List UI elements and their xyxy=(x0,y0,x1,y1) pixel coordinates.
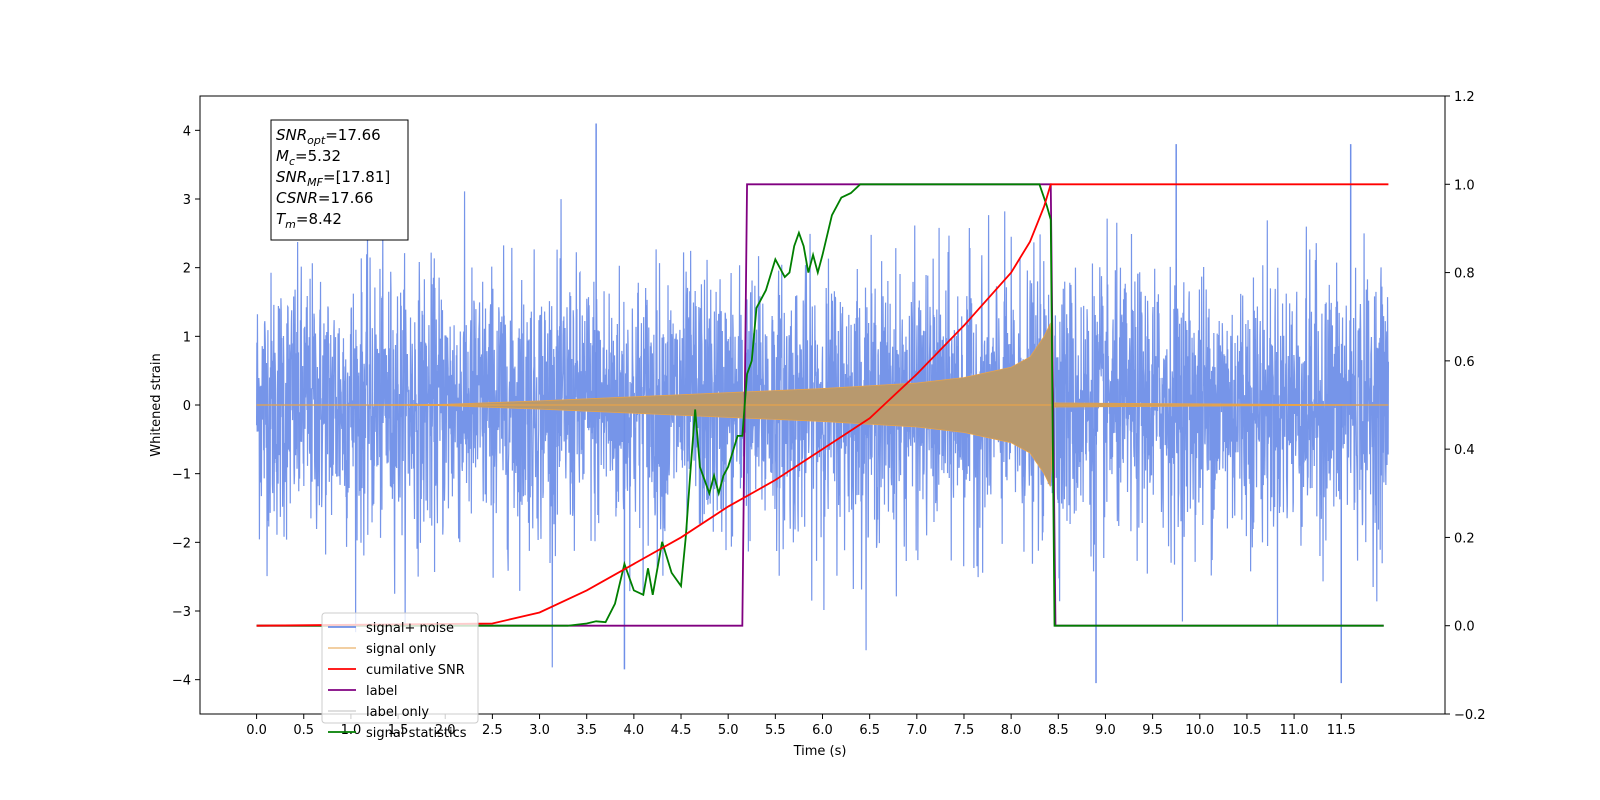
y-axis-left: 4 3 2 1 0 −1 −2 −3 −4 xyxy=(172,124,200,689)
y-right-tick-label: 0.6 xyxy=(1454,355,1475,370)
series-signal-statistics-line xyxy=(256,183,1384,627)
x-tick-label: 5.0 xyxy=(718,723,739,738)
x-tick-label: 0.5 xyxy=(293,723,314,738)
info-box-line: Mc=5.32 xyxy=(276,147,341,168)
y-left-tick-label: 2 xyxy=(183,262,191,277)
x-tick-label: 2.0 xyxy=(435,723,456,738)
x-tick-label: 7.0 xyxy=(906,723,927,738)
info-box-line: SNRMF=[17.81] xyxy=(276,168,390,189)
y-right-tick-label: 0.4 xyxy=(1454,443,1475,458)
y-left-tick-label: −4 xyxy=(172,674,191,689)
y-axis-label: Whitened strain xyxy=(149,353,164,456)
info-symbol: SNR xyxy=(276,126,307,144)
info-subscript: c xyxy=(289,155,295,168)
info-value: =17.66 xyxy=(318,189,374,207)
info-box: SNRopt=17.66Mc=5.32SNRMF=[17.81]CSNR=17.… xyxy=(270,119,409,241)
x-tick-label: 5.5 xyxy=(765,723,786,738)
y-axis-right: 1.2 1.0 0.8 0.6 0.4 0.2 0.0 −0.2 xyxy=(1445,90,1486,723)
info-value: =8.42 xyxy=(296,210,342,228)
legend-label: signal only xyxy=(366,642,436,657)
x-tick-label: 8.0 xyxy=(1001,723,1022,738)
y-left-tick-label: 1 xyxy=(183,330,191,345)
x-tick-label: 4.5 xyxy=(671,723,692,738)
series-cumilative-snr-line xyxy=(256,183,1389,627)
legend: signal+ noise signal only cumilative SNR la… xyxy=(321,612,479,741)
y-left-tick-label: 3 xyxy=(183,193,191,208)
x-tick-label: 6.0 xyxy=(812,723,833,738)
info-symbol: SNR xyxy=(276,168,307,186)
info-box-line: SNRopt=17.66 xyxy=(276,126,381,147)
y-left-tick-label: −1 xyxy=(172,468,191,483)
x-tick-label: 9.0 xyxy=(1095,723,1116,738)
x-tick-label: 0.0 xyxy=(246,723,267,738)
x-tick-label: 3.5 xyxy=(576,723,597,738)
plot-area xyxy=(255,123,1390,684)
x-tick-label: 2.5 xyxy=(482,723,503,738)
y-right-tick-label: 0.8 xyxy=(1454,267,1475,282)
x-tick-label: 9.5 xyxy=(1142,723,1163,738)
y-left-tick-label: −3 xyxy=(172,605,191,620)
info-value: =5.32 xyxy=(295,147,341,165)
x-tick-label: 10.5 xyxy=(1232,723,1261,738)
y-right-tick-label: 0.0 xyxy=(1454,620,1475,635)
series-layer xyxy=(255,123,1390,684)
info-box-line: Tm=8.42 xyxy=(276,210,342,231)
info-symbol: T xyxy=(276,210,287,228)
y-left-tick-label: 4 xyxy=(183,124,191,139)
x-tick-label: 3.0 xyxy=(529,723,550,738)
info-box-line: CSNR=17.66 xyxy=(276,189,373,207)
info-box-frame xyxy=(270,119,409,241)
series-signal-noise-line xyxy=(255,191,1390,668)
x-tick-label: 1.5 xyxy=(388,723,409,738)
legend-label: label xyxy=(366,684,397,699)
x-tick-label: 7.5 xyxy=(954,723,975,738)
x-tick-label: 1.0 xyxy=(341,723,362,738)
info-subscript: MF xyxy=(307,176,323,189)
x-tick-label: 11.5 xyxy=(1327,723,1356,738)
x-tick-label: 11.0 xyxy=(1280,723,1309,738)
x-tick-label: 4.0 xyxy=(624,723,645,738)
x-tick-label: 10.0 xyxy=(1185,723,1214,738)
y-left-tick-label: 0 xyxy=(183,399,191,414)
legend-label: label only xyxy=(366,705,429,720)
info-subscript: opt xyxy=(307,134,326,147)
x-tick-label: 6.5 xyxy=(859,723,880,738)
info-value: =[17.81] xyxy=(323,168,390,186)
info-symbol: M xyxy=(276,147,289,165)
y-right-tick-label: 1.2 xyxy=(1454,90,1475,105)
legend-label: signal+ noise xyxy=(366,621,454,636)
x-tick-label: 8.5 xyxy=(1048,723,1069,738)
legend-label: signal statistics xyxy=(366,726,467,741)
info-value: =17.66 xyxy=(325,126,381,144)
y-right-tick-label: −0.2 xyxy=(1454,708,1486,723)
legend-label: cumilative SNR xyxy=(366,663,465,678)
info-symbol: CSNR xyxy=(276,189,318,207)
y-right-tick-label: 1.0 xyxy=(1454,178,1475,193)
legend-frame xyxy=(321,612,479,724)
y-left-tick-label: −2 xyxy=(172,536,191,551)
x-axis-label: Time (s) xyxy=(793,744,847,759)
info-subscript: m xyxy=(285,218,296,231)
y-right-tick-label: 0.2 xyxy=(1454,531,1475,546)
